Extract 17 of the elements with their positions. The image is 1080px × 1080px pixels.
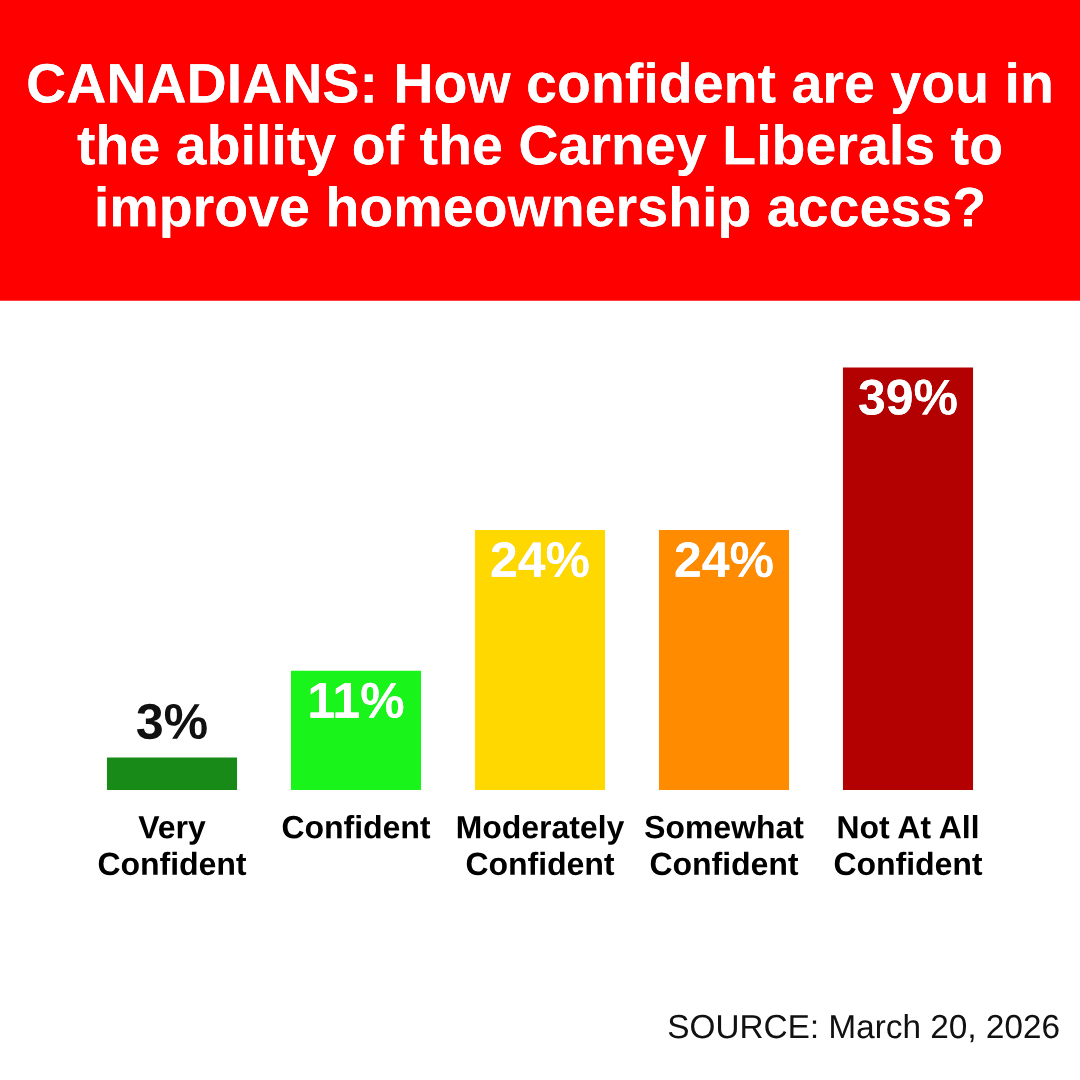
data-label: 24%: [491, 541, 589, 578]
x-tick-label: Not At All Confident: [834, 815, 983, 876]
chart-title: CANADIANS: How confident are you in the ability of the Carney Liberals to improve homeownership access?: [28, 62, 1051, 238]
x-tick-label: Moderately Confident: [457, 815, 625, 876]
data-label: 3%: [137, 703, 207, 740]
bar: [658, 530, 790, 790]
bar: [474, 530, 606, 790]
data-label: 39%: [859, 379, 957, 415]
bar: [290, 670, 422, 790]
data-label: 24%: [675, 541, 773, 578]
source-note: SOURCE: March 20, 2026: [668, 1013, 1059, 1043]
x-tick-label: Somewhat Confident: [645, 815, 804, 876]
bar: [106, 757, 238, 790]
bar: [842, 367, 974, 790]
x-tick-label: Confident: [282, 815, 431, 839]
x-tick-label: Very Confident: [98, 816, 247, 876]
data-label: 11%: [310, 682, 404, 719]
